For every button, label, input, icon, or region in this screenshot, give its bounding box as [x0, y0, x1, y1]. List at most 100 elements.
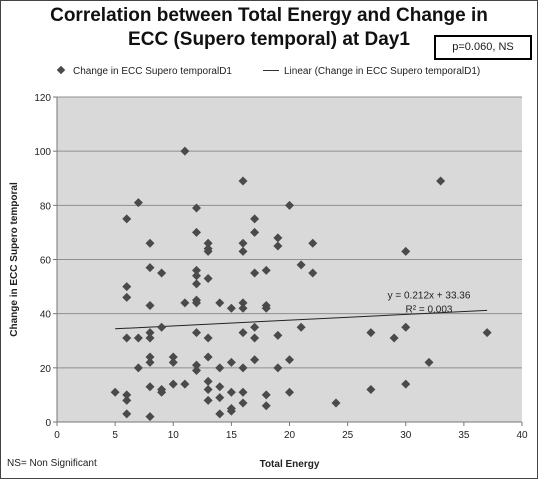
data-point: [133, 363, 143, 373]
data-point: [424, 357, 434, 367]
data-point: [168, 357, 178, 367]
data-point: [250, 355, 260, 365]
data-point: [250, 333, 260, 343]
data-point: [192, 203, 201, 213]
trendline-group: [115, 309, 488, 330]
data-point: [401, 322, 411, 332]
x-tick-label: 30: [400, 430, 412, 441]
x-tick-label: 20: [284, 430, 296, 441]
data-point: [261, 303, 271, 313]
data-point: [192, 271, 201, 281]
y-tick-label: 20: [40, 364, 52, 375]
data-point: [285, 387, 294, 397]
x-tick-label: 5: [112, 430, 118, 441]
data-point: [203, 333, 213, 343]
data-point: [215, 382, 225, 392]
data-point: [122, 282, 132, 292]
data-point: [145, 328, 155, 338]
data-point: [226, 303, 236, 313]
data-point: [145, 412, 155, 422]
data-point: [238, 387, 248, 397]
data-point: [273, 241, 283, 251]
data-point: [331, 398, 341, 408]
data-point: [296, 322, 306, 332]
data-point: [110, 387, 120, 397]
data-point: [122, 214, 132, 224]
data-point: [203, 395, 213, 405]
axes: [53, 96, 523, 426]
y-tick-label: 60: [40, 256, 52, 267]
data-point: [250, 227, 260, 237]
data-point: [145, 301, 155, 311]
legend-item-linear: Linear (Change in ECC Supero temporalD1): [263, 66, 480, 77]
data-point: [238, 363, 248, 373]
data-point: [122, 409, 132, 419]
footnote: NS= Non Significant: [7, 458, 97, 469]
y-tick-label: 100: [34, 147, 51, 158]
y-tick-label: 0: [45, 418, 51, 429]
data-point: [145, 238, 155, 248]
data-point: [482, 328, 492, 338]
data-point: [401, 246, 411, 256]
x-tick-label: 25: [342, 430, 354, 441]
data-point: [273, 233, 283, 243]
data-point: [250, 322, 260, 332]
data-point: [203, 273, 213, 283]
data-point: [215, 393, 225, 403]
trendline-marker-icon: [263, 70, 279, 71]
chart-title-line-1: Correlation between Total Energy and Cha…: [50, 5, 488, 26]
tick-labels: 0 5 10 15 20 25 30 35 40 0 20 40 60 80 100 120: [34, 93, 528, 441]
data-point: [273, 330, 283, 340]
data-point: [308, 238, 318, 248]
y-tick-label: 40: [40, 310, 52, 321]
legend-label-scatter: Change in ECC Supero temporalD1: [73, 66, 232, 77]
data-points: [110, 146, 492, 422]
data-point: [192, 328, 201, 338]
data-point: [238, 298, 248, 308]
data-point: [157, 268, 167, 278]
chart-title: Correlation between Total Energy and Cha…: [0, 4, 538, 52]
data-point: [203, 246, 213, 256]
trendline-equation: y = 0.212x + 33.36: [388, 291, 471, 302]
data-point: [436, 176, 446, 186]
data-point: [192, 366, 201, 376]
data-point: [226, 357, 236, 367]
x-tick-label: 15: [226, 430, 238, 441]
data-point: [203, 238, 213, 248]
data-point: [203, 352, 213, 362]
chart-title-line-2: ECC (Supero temporal) at Day1: [128, 29, 410, 50]
data-point: [203, 376, 213, 386]
data-point: [145, 352, 155, 362]
data-point: [215, 363, 225, 373]
y-tick-label: 80: [40, 201, 52, 212]
data-point: [273, 363, 283, 373]
data-point: [157, 387, 167, 397]
data-point: [192, 279, 201, 289]
data-point: [250, 214, 260, 224]
data-point: [226, 387, 236, 397]
data-point: [192, 265, 201, 275]
data-point: [203, 385, 213, 394]
y-axis-label: Change in ECC Supero temporal: [9, 182, 20, 337]
data-point: [133, 198, 143, 208]
data-point: [145, 333, 155, 343]
data-point: [238, 398, 248, 408]
p-value-box: p=0.060, NS: [434, 35, 532, 60]
data-point: [192, 360, 201, 370]
x-tick-label: 35: [458, 430, 470, 441]
x-tick-label: 40: [516, 430, 528, 441]
trendline-r-squared: R² = 0.003: [406, 304, 453, 315]
data-point: [296, 260, 306, 270]
data-point: [215, 298, 225, 308]
data-point: [145, 357, 155, 367]
data-point: [238, 303, 248, 313]
data-point: [238, 328, 248, 338]
data-point: [285, 355, 294, 365]
data-point: [145, 382, 155, 392]
data-point: [122, 395, 132, 405]
data-point: [157, 322, 167, 332]
data-point: [261, 401, 271, 411]
data-point: [168, 379, 178, 389]
legend-item-scatter: Change in ECC Supero temporalD1: [56, 65, 232, 77]
